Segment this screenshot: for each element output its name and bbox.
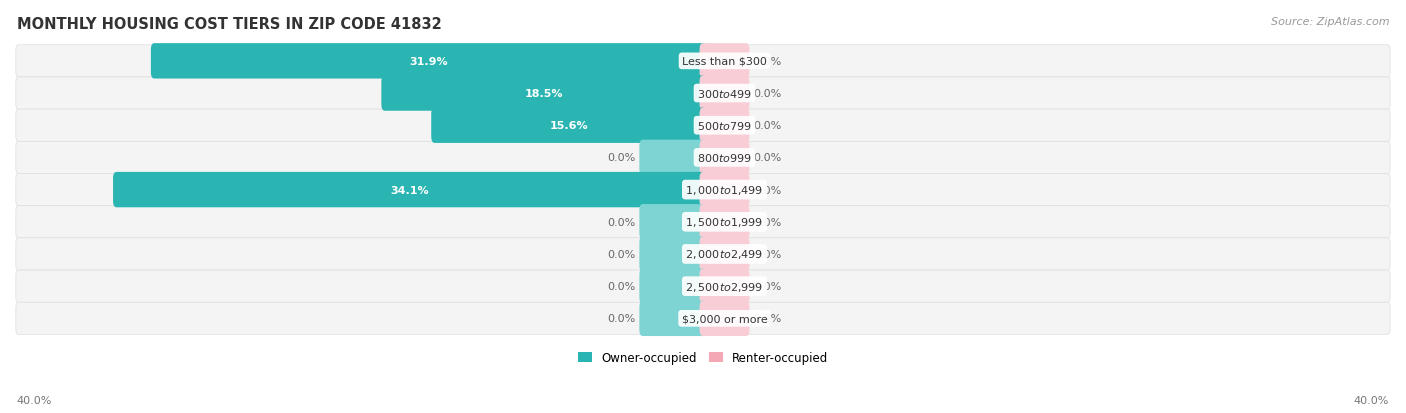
FancyBboxPatch shape <box>15 142 1391 174</box>
Text: 0.0%: 0.0% <box>607 249 636 259</box>
Text: 0.0%: 0.0% <box>752 57 782 66</box>
Text: 40.0%: 40.0% <box>1354 395 1389 405</box>
FancyBboxPatch shape <box>112 173 706 208</box>
Text: $500 to $799: $500 to $799 <box>697 120 752 132</box>
FancyBboxPatch shape <box>700 140 749 176</box>
Text: 31.9%: 31.9% <box>409 57 449 66</box>
Text: 0.0%: 0.0% <box>752 282 782 292</box>
FancyBboxPatch shape <box>640 204 706 240</box>
FancyBboxPatch shape <box>381 76 706 112</box>
FancyBboxPatch shape <box>700 301 749 336</box>
FancyBboxPatch shape <box>640 237 706 272</box>
FancyBboxPatch shape <box>700 204 749 240</box>
FancyBboxPatch shape <box>15 174 1391 206</box>
Text: 0.0%: 0.0% <box>607 153 636 163</box>
Text: $3,000 or more: $3,000 or more <box>682 313 768 323</box>
FancyBboxPatch shape <box>700 269 749 304</box>
Text: 0.0%: 0.0% <box>752 153 782 163</box>
Text: 15.6%: 15.6% <box>550 121 588 131</box>
Text: 0.0%: 0.0% <box>752 249 782 259</box>
FancyBboxPatch shape <box>15 302 1391 335</box>
Text: 0.0%: 0.0% <box>752 185 782 195</box>
Text: 34.1%: 34.1% <box>391 185 429 195</box>
FancyBboxPatch shape <box>700 76 749 112</box>
FancyBboxPatch shape <box>15 238 1391 271</box>
FancyBboxPatch shape <box>640 140 706 176</box>
Text: 0.0%: 0.0% <box>752 89 782 99</box>
Text: $1,500 to $1,999: $1,500 to $1,999 <box>685 216 763 229</box>
Text: $2,000 to $2,499: $2,000 to $2,499 <box>685 248 763 261</box>
FancyBboxPatch shape <box>432 108 706 144</box>
FancyBboxPatch shape <box>700 237 749 272</box>
Text: $1,000 to $1,499: $1,000 to $1,499 <box>685 184 763 197</box>
Legend: Owner-occupied, Renter-occupied: Owner-occupied, Renter-occupied <box>572 347 834 369</box>
FancyBboxPatch shape <box>700 44 749 79</box>
Text: 18.5%: 18.5% <box>524 89 564 99</box>
FancyBboxPatch shape <box>640 301 706 336</box>
FancyBboxPatch shape <box>700 108 749 144</box>
Text: Less than $300: Less than $300 <box>682 57 766 66</box>
Text: MONTHLY HOUSING COST TIERS IN ZIP CODE 41832: MONTHLY HOUSING COST TIERS IN ZIP CODE 4… <box>17 17 441 31</box>
FancyBboxPatch shape <box>150 44 706 79</box>
FancyBboxPatch shape <box>640 269 706 304</box>
Text: 40.0%: 40.0% <box>17 395 52 405</box>
FancyBboxPatch shape <box>15 206 1391 238</box>
FancyBboxPatch shape <box>700 173 749 208</box>
Text: 0.0%: 0.0% <box>752 217 782 227</box>
Text: 0.0%: 0.0% <box>607 313 636 323</box>
FancyBboxPatch shape <box>15 78 1391 110</box>
FancyBboxPatch shape <box>15 271 1391 302</box>
FancyBboxPatch shape <box>15 110 1391 142</box>
Text: Source: ZipAtlas.com: Source: ZipAtlas.com <box>1271 17 1389 26</box>
Text: 0.0%: 0.0% <box>607 217 636 227</box>
Text: 0.0%: 0.0% <box>752 121 782 131</box>
Text: 0.0%: 0.0% <box>607 282 636 292</box>
Text: $300 to $499: $300 to $499 <box>697 88 752 100</box>
FancyBboxPatch shape <box>15 46 1391 78</box>
Text: $800 to $999: $800 to $999 <box>697 152 752 164</box>
Text: $2,500 to $2,999: $2,500 to $2,999 <box>685 280 763 293</box>
Text: 0.0%: 0.0% <box>752 313 782 323</box>
